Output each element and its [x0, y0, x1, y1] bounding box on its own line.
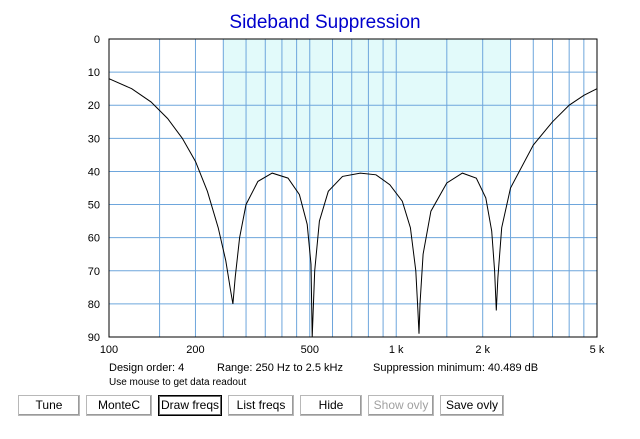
list-freqs-button[interactable]: List freqs [228, 395, 294, 416]
x-axis-tick-labels: 100 200 500 1 k 2 k 5 k [100, 344, 605, 356]
y-tick-label: 0 [94, 34, 100, 46]
y-tick-label: 60 [88, 233, 100, 245]
button-bar: Tune MonteC Draw freqs List freqs Hide S… [0, 395, 640, 419]
y-tick-label: 50 [88, 200, 100, 212]
draw-freqs-button[interactable]: Draw freqs [158, 395, 222, 416]
y-tick-label: 70 [88, 266, 100, 278]
x-tick-label: 5 k [590, 344, 605, 356]
mouse-readout-hint: Use mouse to get data readout [109, 377, 247, 388]
chart-title: Sideband Suppression [229, 12, 420, 33]
show-ovly-button: Show ovly [368, 395, 434, 416]
tune-button[interactable]: Tune [18, 395, 80, 416]
plot-frame [108, 38, 598, 338]
range-readout: Range: 250 Hz to 2.5 kHz [217, 362, 343, 374]
x-tick-label: 200 [186, 344, 204, 356]
sideband-suppression-chart[interactable]: Sideband Suppression 0 10 20 30 40 50 60 70 80 90… [0, 0, 640, 392]
x-tick-label: 100 [100, 344, 118, 356]
x-tick-label: 2 k [475, 344, 490, 356]
y-tick-label: 10 [88, 67, 100, 79]
x-tick-label: 500 [301, 344, 319, 356]
save-ovly-button[interactable]: Save ovly [440, 395, 504, 416]
hide-button[interactable]: Hide [300, 395, 362, 416]
y-tick-label: 80 [88, 299, 100, 311]
suppression-minimum-readout: Suppression minimum: 40.489 dB [373, 362, 539, 374]
x-tick-label: 1 k [389, 344, 404, 356]
suppression-curve [108, 78, 598, 338]
y-tick-label: 20 [88, 100, 100, 112]
y-tick-label: 30 [88, 133, 100, 145]
design-order-readout: Design order: 4 [109, 362, 185, 374]
y-tick-label: 90 [88, 332, 100, 344]
montec-button[interactable]: MonteC [86, 395, 152, 416]
y-tick-label: 40 [88, 166, 100, 178]
y-axis-tick-labels: 0 10 20 30 40 50 60 70 80 90 [88, 34, 100, 344]
